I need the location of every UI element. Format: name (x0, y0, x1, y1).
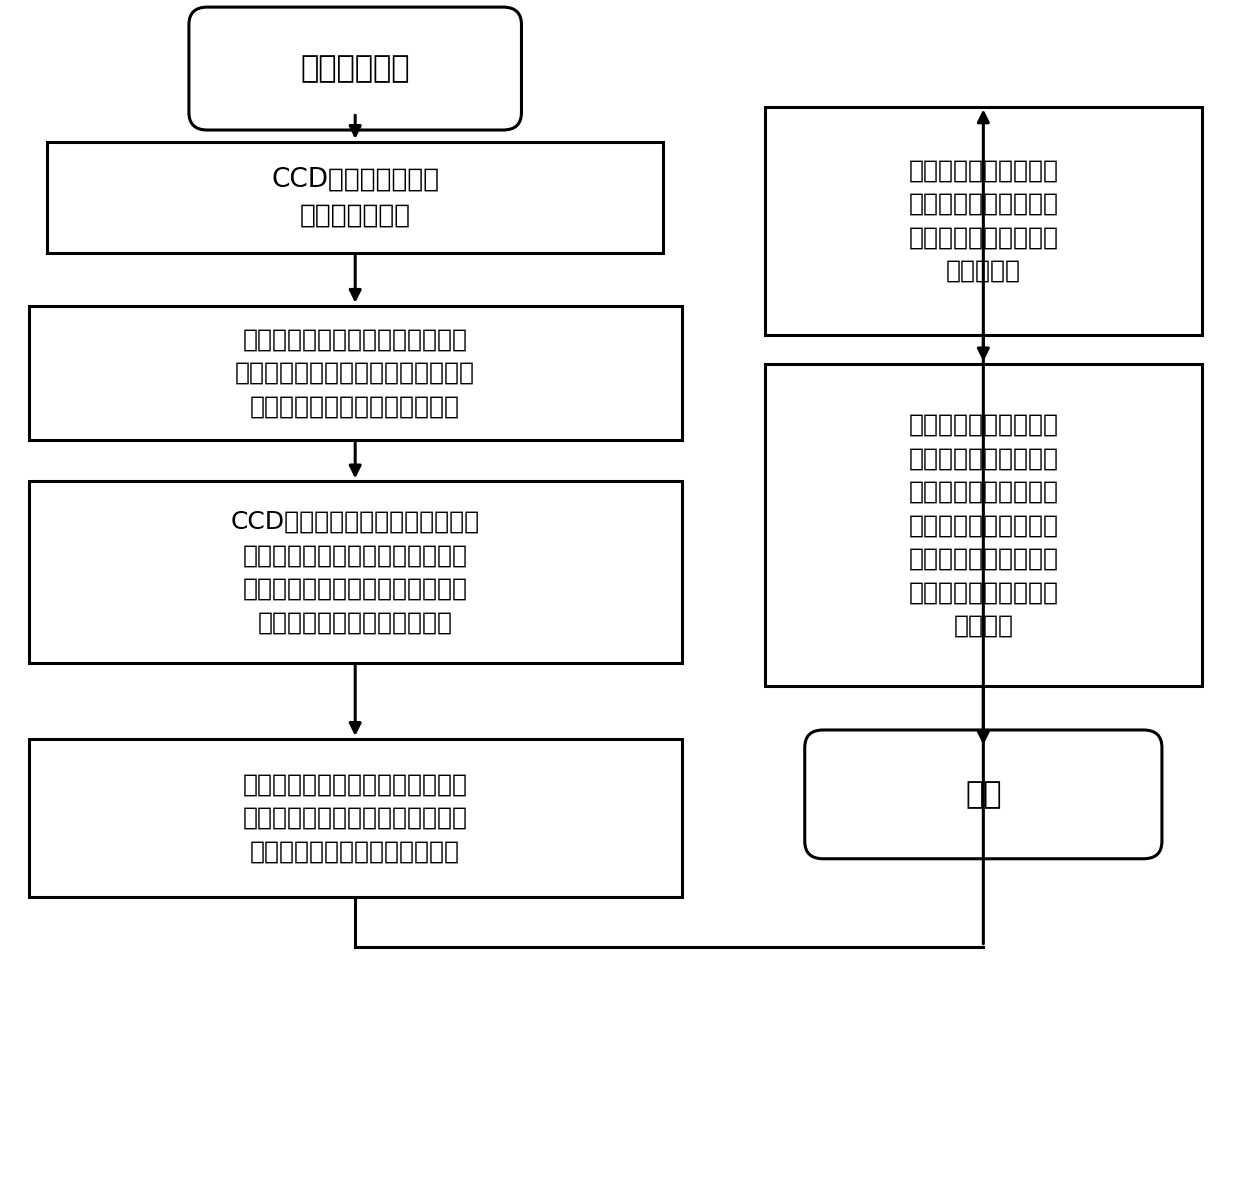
Text: 将损伤点横向能量密度
细分与纵向电场归一化
处理相结合分析得到损
伤能量密度: 将损伤点横向能量密度 细分与纵向电场归一化 处理相结合分析得到损 伤能量密度 (909, 158, 1059, 283)
Bar (47, 141, 663, 253)
Text: 结束: 结束 (965, 779, 1002, 809)
Text: 电子扫描显微镜记录光学薄膜内损
伤点纵向上的损伤深度，并结合光
学薄膜电场分布进行归一化处理: 电子扫描显微镜记录光学薄膜内损 伤点纵向上的损伤深度，并结合光 学薄膜电场分布进… (243, 772, 467, 863)
Text: 利用固定入射激光峰值
能量密度对光学薄膜不
同位置进行单脉冲激光
辐照，并从所得损伤点
中选取最低损伤能量密
度作为光学薄膜的激光
损伤阈值: 利用固定入射激光峰值 能量密度对光学薄膜不 同位置进行单脉冲激光 辐照，并从所得… (909, 413, 1059, 638)
FancyBboxPatch shape (805, 730, 1162, 858)
FancyBboxPatch shape (188, 7, 522, 130)
Text: 水平调节光学薄膜位置至激光辐照
区域，调整入射激光峰值能量密度，
对光学薄膜进行单脉冲激光辐照: 水平调节光学薄膜位置至激光辐照 区域，调整入射激光峰值能量密度， 对光学薄膜进行… (236, 328, 475, 419)
Text: 损伤阈值测试: 损伤阈值测试 (300, 54, 410, 83)
Bar (765, 106, 1202, 335)
Bar (29, 481, 682, 663)
Bar (765, 364, 1202, 686)
Bar (29, 739, 682, 897)
Text: CCD相机记录光学薄膜内损伤点横
向上位于激光光斑内的坐标，并根
据入射激光峰值能量密度，对损伤
点进行横向能量密度细分计算: CCD相机记录光学薄膜内损伤点横 向上位于激光光斑内的坐标，并根 据入射激光峰值… (231, 509, 480, 634)
Text: CCD相机记录金属膜
上激光光斑位置: CCD相机记录金属膜 上激光光斑位置 (272, 166, 439, 229)
Bar (29, 305, 682, 440)
